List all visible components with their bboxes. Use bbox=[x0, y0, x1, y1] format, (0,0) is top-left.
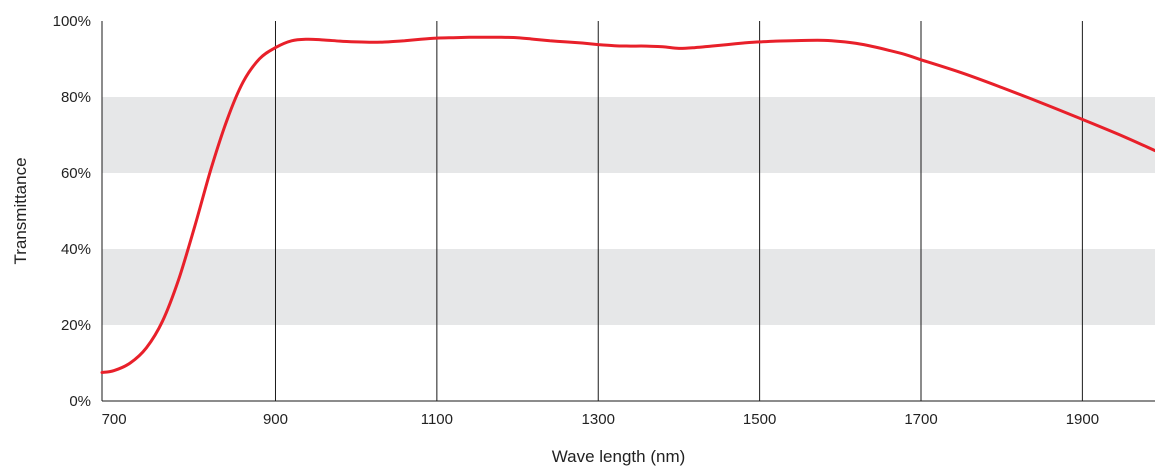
x-axis-title: Wave length (nm) bbox=[552, 447, 686, 466]
x-tick-label: 1900 bbox=[1066, 411, 1099, 428]
x-tick-label: 1500 bbox=[743, 411, 776, 428]
y-tick-label: 40% bbox=[61, 241, 91, 258]
shaded-bands bbox=[102, 97, 1155, 325]
x-tick-label: 1100 bbox=[421, 411, 453, 428]
y-tick-labels: 0% 20% 40% 60% 80% 100% bbox=[53, 13, 91, 410]
y-tick-label: 60% bbox=[61, 165, 91, 182]
x-tick-label: 700 bbox=[102, 411, 127, 428]
shaded-band bbox=[102, 97, 1155, 173]
y-tick-label: 0% bbox=[69, 393, 91, 410]
y-axis-title: Transmittance bbox=[11, 157, 30, 264]
x-tick-label: 900 bbox=[263, 411, 288, 428]
x-tick-label: 1700 bbox=[904, 411, 937, 428]
x-tick-labels: 700 900 1100 1300 1500 1700 1900 bbox=[102, 411, 1099, 428]
y-tick-label: 80% bbox=[61, 89, 91, 106]
vertical-gridlines bbox=[274, 21, 1083, 401]
shaded-band bbox=[102, 249, 1155, 325]
y-tick-label: 100% bbox=[53, 13, 91, 30]
y-tick-label: 20% bbox=[61, 317, 91, 334]
x-tick-label: 1300 bbox=[582, 411, 615, 428]
transmittance-series-line bbox=[100, 35, 1155, 374]
